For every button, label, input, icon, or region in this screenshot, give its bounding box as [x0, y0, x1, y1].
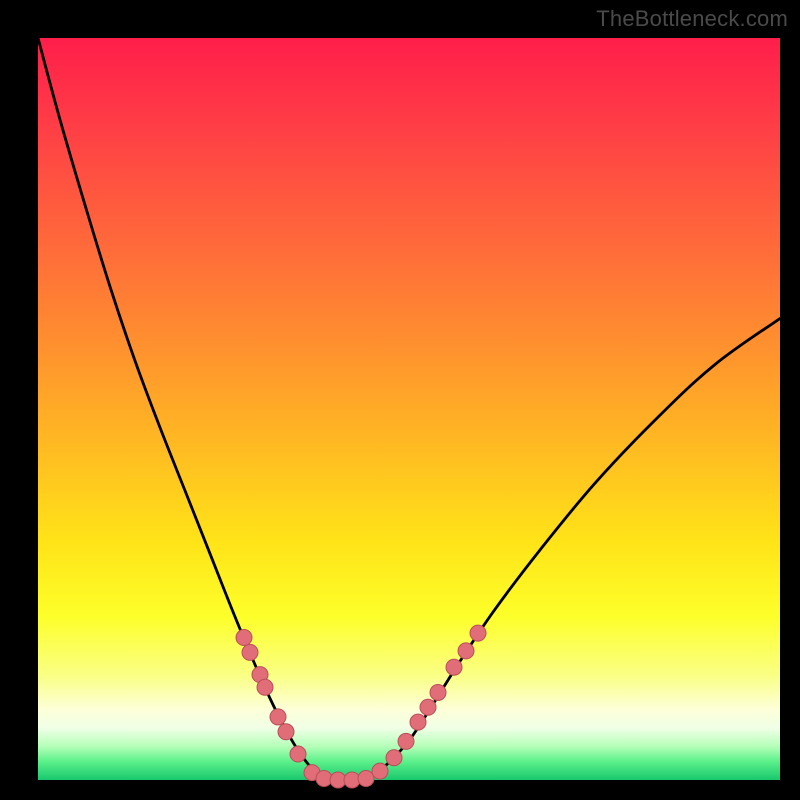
data-dot: [398, 733, 414, 749]
data-dot: [242, 644, 258, 660]
data-dot: [344, 772, 360, 788]
data-dot: [372, 763, 388, 779]
data-dot: [270, 709, 286, 725]
stage: TheBottleneck.com: [0, 0, 800, 800]
data-dot: [430, 684, 446, 700]
watermark-text: TheBottleneck.com: [596, 6, 788, 32]
data-dot: [278, 724, 294, 740]
data-dot: [236, 630, 252, 646]
data-dot: [458, 643, 474, 659]
data-dot: [358, 771, 374, 787]
gradient-panel: [38, 38, 780, 780]
data-dot: [410, 714, 426, 730]
data-dot: [386, 750, 402, 766]
data-dot: [446, 659, 462, 675]
data-dot: [290, 746, 306, 762]
data-dot: [257, 679, 273, 695]
data-dot: [470, 625, 486, 641]
data-dot: [316, 771, 332, 787]
data-dot: [420, 699, 436, 715]
bottleneck-chart: [0, 0, 800, 800]
